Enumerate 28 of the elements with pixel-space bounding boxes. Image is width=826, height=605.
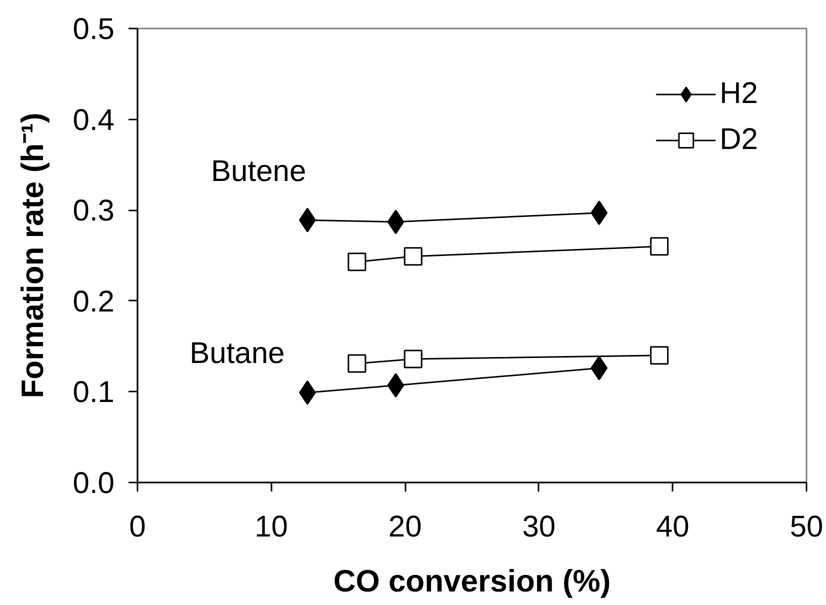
x-tick-label: 20 <box>388 510 422 544</box>
x-tick-label: 0 <box>129 510 146 544</box>
point <box>404 350 422 368</box>
point <box>387 373 404 398</box>
y-tick-label: 0.5 <box>72 13 115 46</box>
y-axis-title: Formation rate (h⁻¹) <box>14 112 50 398</box>
y-tick-label: 0.4 <box>72 104 115 137</box>
point <box>650 237 669 256</box>
x-tick-label: 50 <box>790 510 824 544</box>
y-tick-label: 0.0 <box>72 467 115 500</box>
point <box>404 247 422 266</box>
point <box>387 210 404 234</box>
point <box>590 356 608 380</box>
x-tick-label: 40 <box>656 510 690 544</box>
legend-label: H2 <box>720 77 758 111</box>
point <box>650 346 669 365</box>
y-tick-label: 0.1 <box>72 376 115 410</box>
legend-label: D2 <box>720 123 758 157</box>
point <box>348 354 366 373</box>
annotation: Butane <box>190 337 285 370</box>
point <box>348 252 366 272</box>
y-tick-label: 0.3 <box>72 194 115 228</box>
x-tick-label: 10 <box>254 510 288 544</box>
x-tick-label: 30 <box>522 510 556 544</box>
point <box>590 200 608 226</box>
annotation: Butene <box>211 155 306 188</box>
y-tick-label: 0.2 <box>72 285 115 318</box>
x-axis-title: CO conversion (%) <box>333 564 611 598</box>
